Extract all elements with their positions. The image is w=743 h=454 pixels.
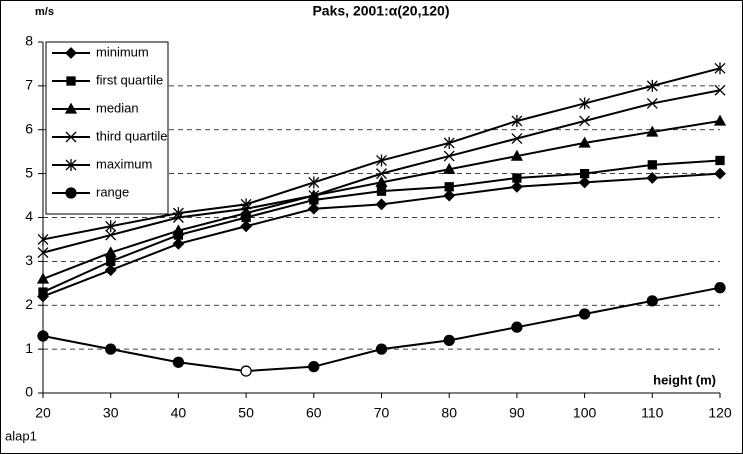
marker <box>307 202 320 215</box>
legend-label: minimum <box>96 44 149 59</box>
marker <box>443 189 456 202</box>
marker <box>172 237 185 250</box>
marker <box>172 356 185 368</box>
marker <box>37 330 49 342</box>
marker <box>104 246 117 258</box>
marker <box>66 76 76 86</box>
marker <box>578 176 591 189</box>
marker <box>647 160 657 170</box>
y-tick-label: 7 <box>25 77 33 93</box>
marker <box>240 198 252 211</box>
marker <box>443 136 455 149</box>
marker <box>37 233 49 246</box>
marker <box>715 155 725 166</box>
marker <box>579 168 590 179</box>
marker <box>172 224 185 236</box>
marker <box>579 115 591 127</box>
x-tick-label: 30 <box>103 405 119 421</box>
marker <box>240 220 253 233</box>
marker <box>512 173 522 183</box>
x-tick-label: 80 <box>441 405 457 421</box>
marker <box>308 361 320 373</box>
marker <box>105 343 117 355</box>
marker <box>375 176 388 188</box>
marker <box>443 150 455 162</box>
marker <box>510 149 524 161</box>
x-tick-label: 110 <box>641 405 664 421</box>
marker <box>65 187 77 199</box>
x-tick-label: 60 <box>306 405 322 421</box>
marker <box>646 79 658 92</box>
marker <box>646 125 659 137</box>
y-tick-label: 2 <box>25 296 33 312</box>
marker <box>65 131 77 143</box>
marker <box>444 182 454 192</box>
marker <box>65 159 77 171</box>
legend-label: maximum <box>96 156 152 171</box>
x-tick-label: 90 <box>509 405 525 421</box>
marker <box>106 256 116 267</box>
marker <box>714 282 726 294</box>
marker <box>240 365 252 377</box>
footnote: alap1 <box>5 428 37 443</box>
marker <box>308 190 320 202</box>
marker <box>376 168 387 180</box>
x-tick-label: 40 <box>171 405 187 421</box>
x-tick-label: 120 <box>708 405 732 421</box>
y-axis-label: m/s <box>35 6 54 18</box>
marker <box>376 186 387 196</box>
y-tick-label: 4 <box>25 208 33 224</box>
legend-box <box>45 41 169 215</box>
y-tick-label: 1 <box>25 340 33 356</box>
marker <box>105 229 117 241</box>
marker <box>64 102 78 114</box>
marker <box>376 154 387 167</box>
legend-label: third quartile <box>96 128 168 143</box>
legend-label: median <box>96 100 139 115</box>
marker <box>104 264 117 277</box>
marker <box>713 114 727 126</box>
x-tick-label: 20 <box>35 405 51 421</box>
marker <box>443 162 456 174</box>
x-tick-label: 70 <box>374 405 390 421</box>
marker <box>105 220 117 233</box>
y-tick-label: 3 <box>25 252 33 268</box>
marker <box>36 272 50 284</box>
marker <box>578 308 591 320</box>
y-tick-label: 0 <box>25 384 33 400</box>
marker <box>579 97 591 110</box>
marker <box>646 97 658 109</box>
marker <box>65 47 77 59</box>
marker <box>239 206 253 218</box>
marker <box>511 133 523 144</box>
x-axis-label: height (m) <box>653 372 716 387</box>
marker <box>510 180 523 193</box>
marker <box>646 172 659 184</box>
marker <box>38 287 48 297</box>
marker <box>646 295 658 307</box>
marker <box>37 247 49 259</box>
marker <box>375 343 388 355</box>
x-tick-label: 100 <box>573 405 597 421</box>
marker <box>443 334 455 347</box>
marker <box>511 114 523 127</box>
y-tick-label: 8 <box>25 33 33 49</box>
marker <box>714 62 726 75</box>
x-tick-label: 50 <box>238 405 254 421</box>
marker <box>714 84 726 96</box>
legend-label: first quartile <box>96 72 163 87</box>
marker <box>375 198 388 211</box>
marker <box>714 167 726 180</box>
chart-title: Paks, 2001:α(20,120) <box>312 3 449 19</box>
marker <box>511 321 523 333</box>
legend-label: range <box>96 184 129 199</box>
y-tick-label: 5 <box>25 164 33 180</box>
y-tick-label: 6 <box>25 120 33 136</box>
marker <box>308 176 320 189</box>
marker <box>172 207 184 220</box>
marker <box>578 136 591 148</box>
